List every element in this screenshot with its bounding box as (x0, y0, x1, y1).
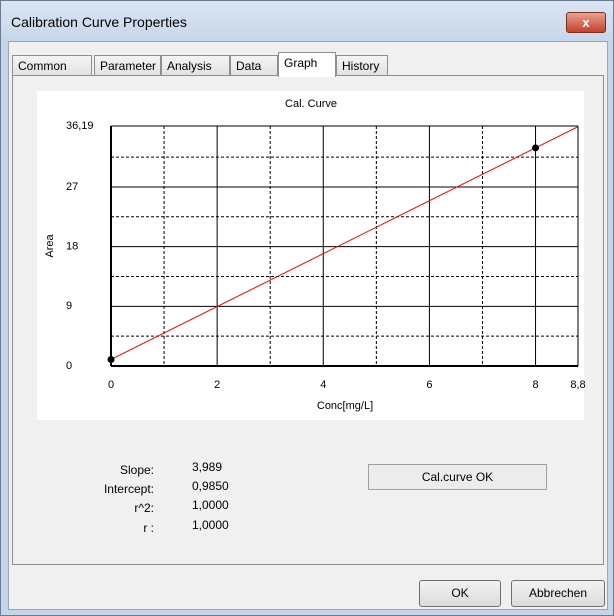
data-point (107, 355, 115, 363)
tab[interactable]: History (336, 55, 388, 76)
tab[interactable]: Parameter (94, 55, 161, 76)
stat-label: r : (143, 521, 154, 535)
y-tick-label: 27 (66, 181, 78, 193)
cancel-button[interactable]: Abbrechen (511, 580, 605, 607)
y-tick-label: 18 (66, 241, 78, 253)
chart-title: Cal. Curve (285, 98, 337, 110)
tab[interactable]: Graph (278, 52, 336, 77)
status-box: Cal.curve OK (368, 464, 547, 490)
ok-button[interactable]: OK (419, 580, 501, 607)
x-tick-label: 6 (426, 379, 432, 391)
plot-background (37, 91, 584, 420)
y-tick-label: 0 (66, 360, 72, 372)
stat-value: 3,989 (192, 460, 223, 474)
data-point (532, 144, 540, 152)
tab[interactable]: Data (230, 55, 278, 76)
stat-label: Slope: (119, 463, 154, 477)
stat-value: 1,0000 (192, 518, 229, 532)
tab[interactable]: Common (12, 55, 92, 76)
tab[interactable]: Analysis (161, 55, 230, 76)
x-tick-label: 4 (320, 379, 326, 391)
x-axis-label: Conc[mg/L] (317, 400, 373, 412)
y-tick-label: 36,19 (66, 120, 94, 132)
y-tick-label: 9 (66, 300, 72, 312)
x-tick-label: 0 (108, 379, 114, 391)
fit-line (110, 126, 579, 360)
x-tick-label: 8 (532, 379, 538, 391)
stat-label: Intercept: (103, 482, 154, 496)
stat-value: 0,9850 (192, 479, 229, 493)
y-axis-label: Area (44, 234, 56, 258)
close-button[interactable]: x (566, 12, 606, 33)
window-title: Calibration Curve Properties (11, 14, 187, 30)
x-tick-label: 2 (214, 379, 220, 391)
stat-value: 1,0000 (192, 498, 229, 512)
stat-label: r^2: (134, 501, 154, 515)
x-tick-label: 8,8 (570, 379, 585, 391)
